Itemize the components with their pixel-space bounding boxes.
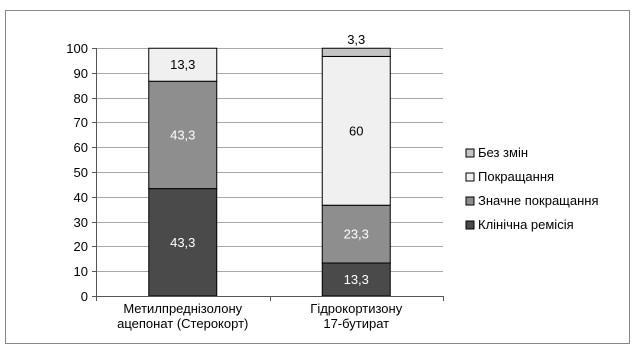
legend-label: Значне покращання (478, 193, 599, 208)
y-tick-label: 20 (74, 239, 88, 254)
legend-swatch (465, 196, 475, 206)
legend-swatch (465, 172, 475, 182)
data-label: 23,3 (344, 227, 369, 242)
y-tick-label: 30 (74, 215, 88, 230)
legend: Без змін Покращання Значне покращання Кліні… (465, 145, 599, 232)
y-tick-label: 100 (66, 41, 88, 56)
y-tick-label: 50 (74, 165, 88, 180)
y-tick-label: 40 (74, 190, 88, 205)
data-label: 43,3 (170, 235, 195, 250)
y-tick-label: 70 (74, 115, 88, 130)
y-tick-label: 0 (81, 289, 88, 304)
legend-label: Покращання (478, 169, 554, 184)
axes (92, 48, 444, 301)
y-tick-label: 80 (74, 91, 88, 106)
x-category-label: 17-бутират (323, 316, 389, 331)
bar-segment (321, 55, 391, 206)
y-tick-label: 60 (74, 140, 88, 155)
data-label: 13,3 (344, 272, 369, 287)
x-category-label: Метилпреднізолону (123, 301, 242, 316)
y-tick-label: 10 (74, 264, 88, 279)
bar-segment (148, 188, 218, 297)
bar-segment (148, 80, 218, 190)
x-category-label: ацепонат (Стерокорт) (117, 316, 248, 331)
chart-frame (5, 10, 630, 344)
bars: 43,3 43,3 13,3 13,3 23,3 60 3,3 (148, 32, 391, 297)
y-axis-ticks: 0 10 20 30 40 50 60 70 80 90 100 (66, 41, 88, 304)
legend-label: Клінічна ремісія (478, 217, 574, 232)
bar-segment (321, 204, 391, 264)
x-category-label: Гідрокортизону (310, 301, 402, 316)
legend-swatch (465, 220, 475, 230)
legend-label: Без змін (478, 145, 528, 160)
data-label: 43,3 (170, 127, 195, 142)
legend-swatch (465, 148, 475, 158)
data-label: 3,3 (347, 32, 365, 47)
bar-segment (148, 47, 218, 82)
y-tick-label: 90 (74, 66, 88, 81)
bar-segment (321, 47, 391, 57)
data-label: 13,3 (170, 57, 195, 72)
data-label: 60 (349, 123, 363, 138)
